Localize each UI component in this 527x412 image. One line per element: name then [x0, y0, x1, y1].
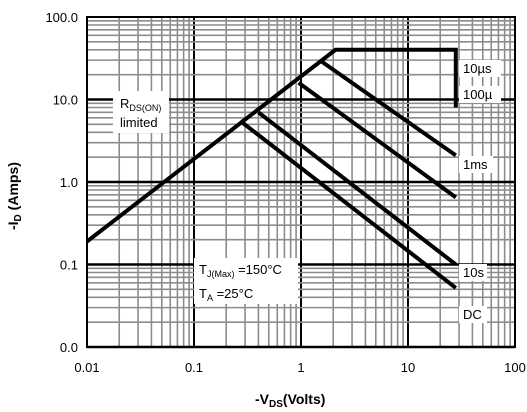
series-label-1ms: 1ms	[463, 157, 488, 172]
rds-annotation-limited: limited	[120, 115, 158, 130]
y-tick-label: 10.0	[53, 93, 78, 108]
y-tick-label: 100.0	[45, 10, 78, 25]
tick-labels: 0.01 0.1 1 10 100 100.0 10.0 1.0 0.1 0.0	[45, 10, 525, 375]
y-axis-label: -ID (Amps)	[5, 162, 24, 230]
series-label-10us: 10µs	[463, 61, 492, 76]
series-line-1	[320, 59, 457, 158]
series-label-dc: DC	[463, 307, 482, 322]
y-tick-label: 0.0	[60, 340, 78, 355]
grid	[86, 17, 515, 349]
series-line-2	[297, 81, 457, 200]
x-tick-label: 1	[297, 360, 304, 375]
conditions-box	[194, 258, 298, 304]
x-axis-label: -VDS(Volts)	[255, 391, 325, 410]
series-labels: 10µs 100µ 1ms 10s DC	[459, 60, 501, 323]
ta-annotation: TA =25°C	[199, 286, 253, 303]
y-tick-label: 1.0	[60, 175, 78, 190]
x-tick-label: 0.01	[74, 360, 99, 375]
x-tick-label: 10	[401, 360, 415, 375]
series-label-100u: 100µ	[463, 87, 493, 102]
rds-annotation-box	[113, 91, 169, 133]
series-line-3	[257, 110, 458, 267]
x-tick-label: 0.1	[185, 360, 203, 375]
x-tick-label: 100	[504, 360, 526, 375]
series-label-10s: 10s	[463, 265, 484, 280]
series-lines	[85, 47, 458, 290]
y-tick-label: 0.1	[60, 258, 78, 273]
series-line-4	[238, 119, 458, 290]
series-line-0	[85, 47, 458, 244]
rds-annotation-label: RDS(ON)	[120, 96, 161, 113]
tj-annotation: TJ(Max) =150°C	[199, 262, 282, 279]
plot-frame	[86, 16, 516, 348]
